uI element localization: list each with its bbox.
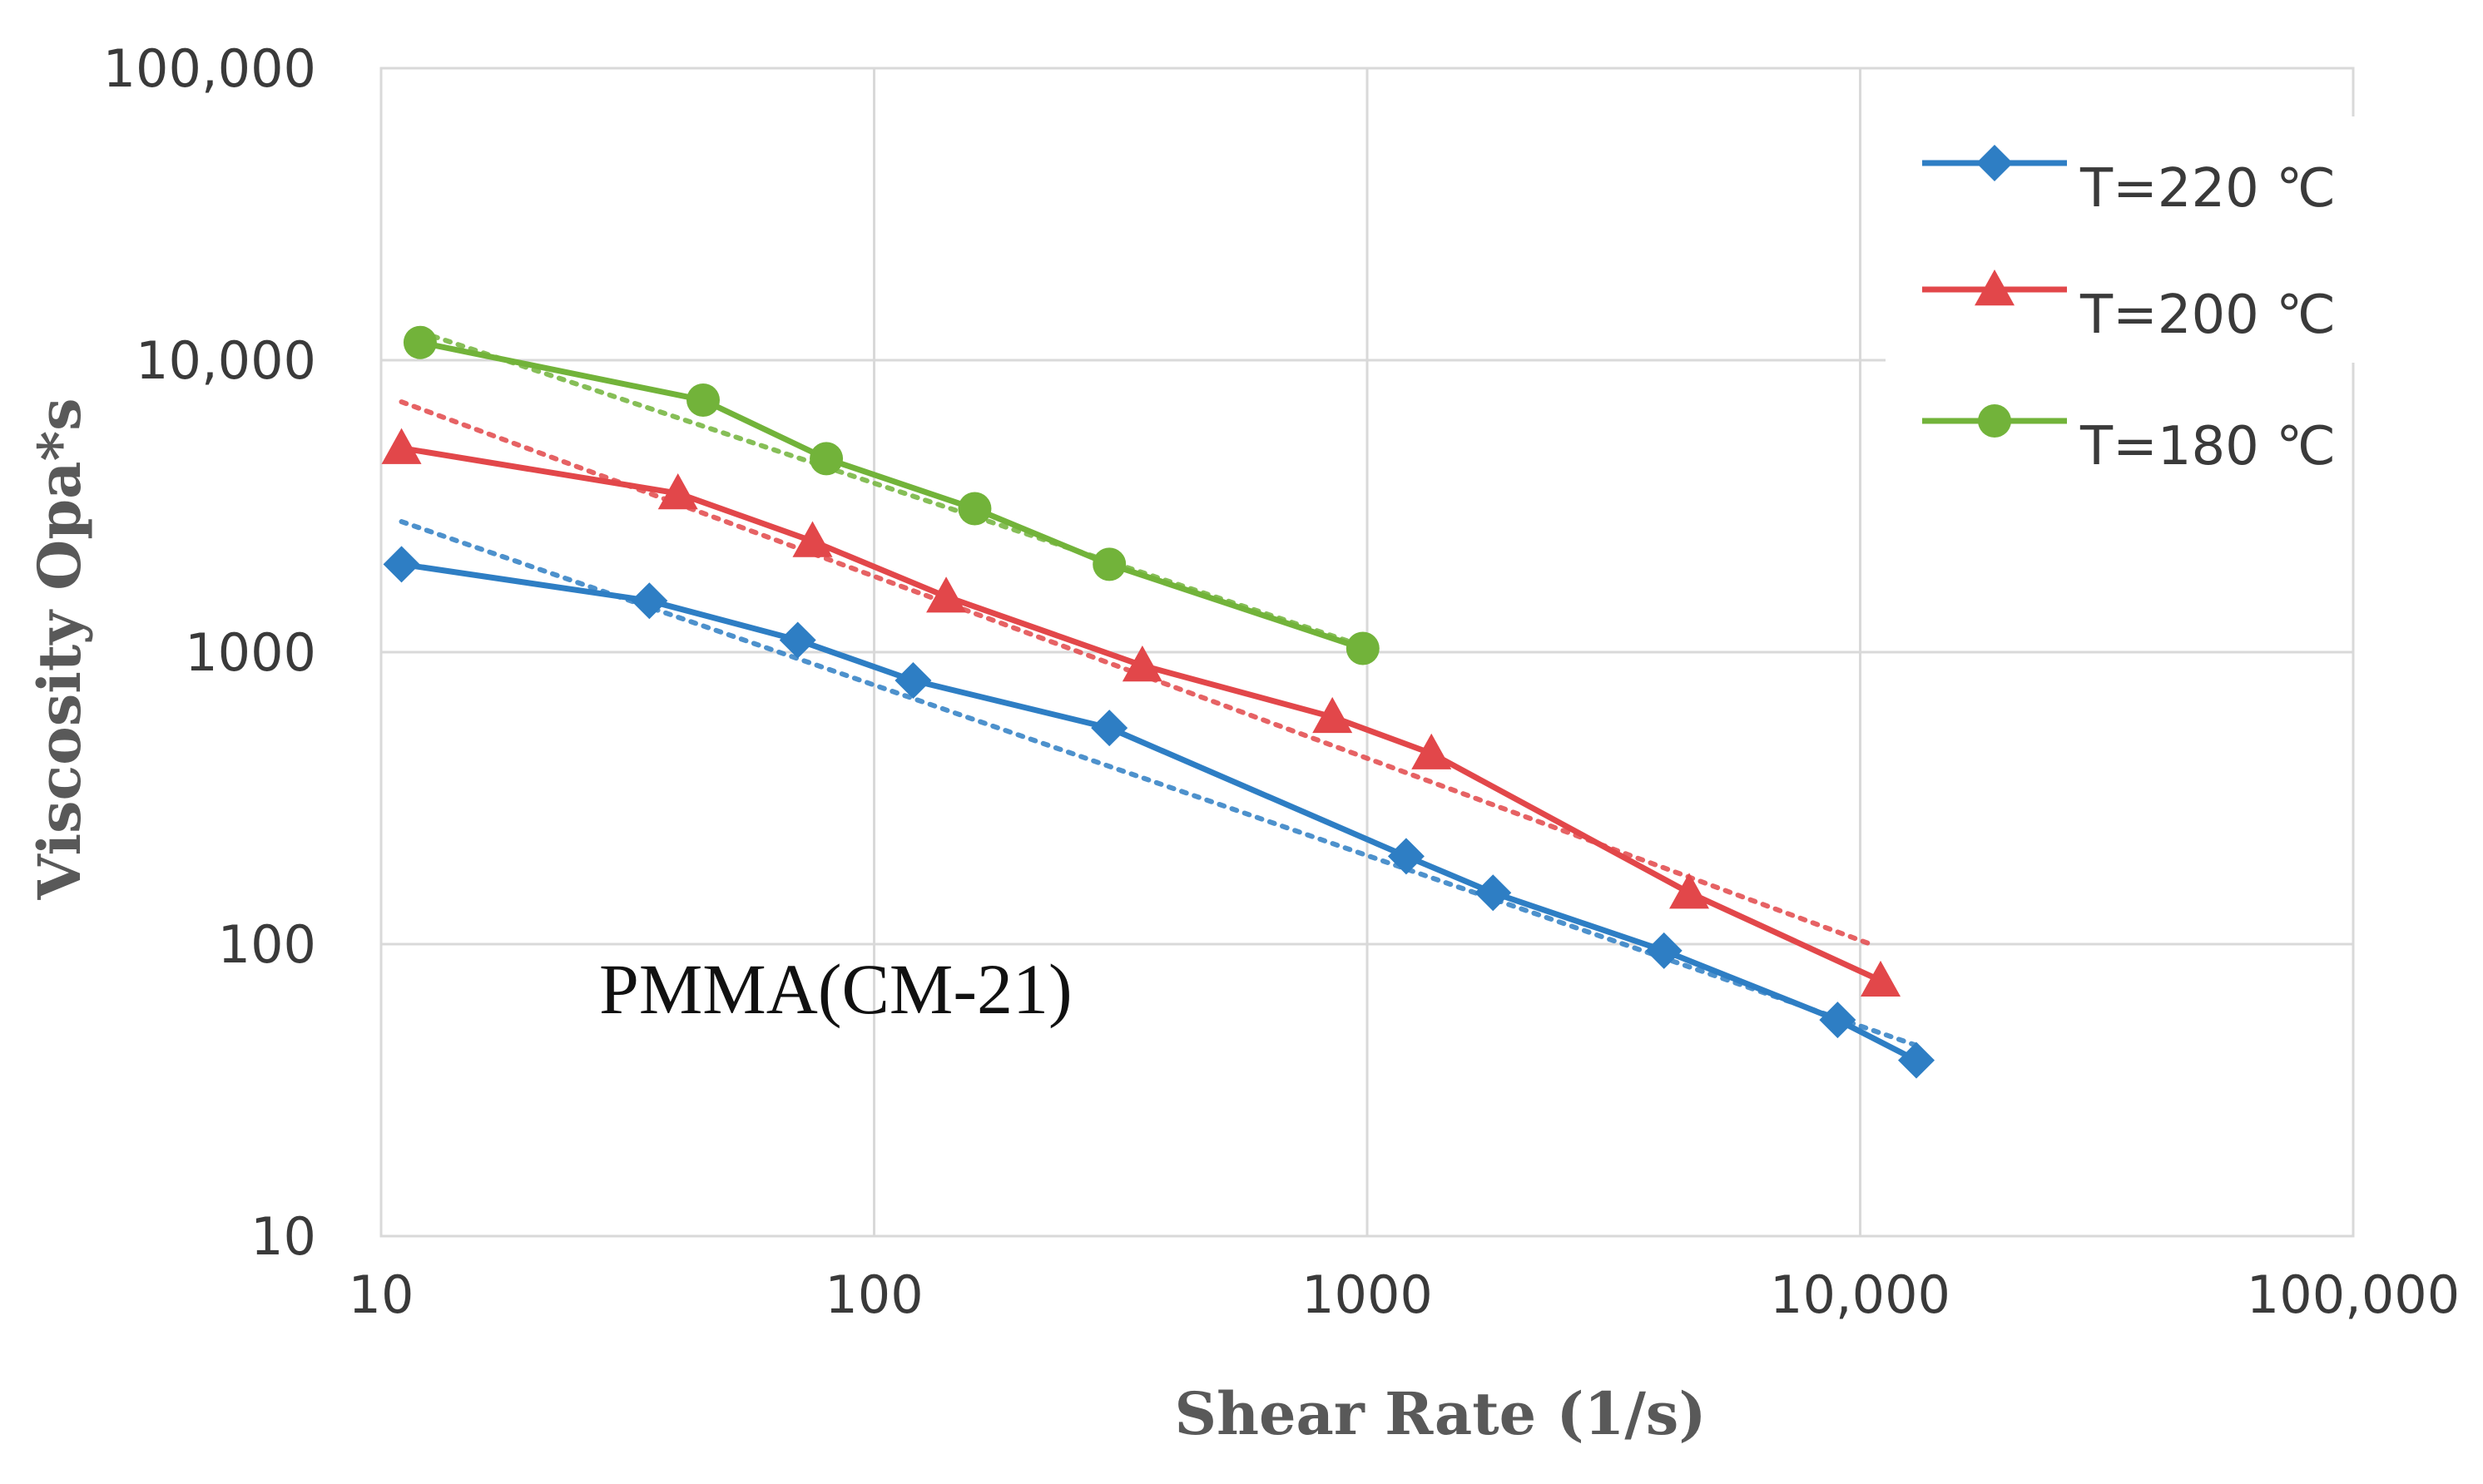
- data-point: [383, 546, 420, 583]
- data-point: [1346, 631, 1380, 665]
- legend-label: T=200 ℃: [2079, 284, 2336, 346]
- data-point: [1093, 547, 1127, 581]
- legend-marker: [1975, 270, 2015, 306]
- x-tick-label: 10,000: [1770, 1264, 1950, 1325]
- data-point: [792, 521, 833, 557]
- legend-label: T=180 ℃: [2079, 416, 2336, 477]
- data-series: [381, 325, 1935, 1079]
- y-tick-label: 10: [250, 1206, 316, 1267]
- data-point: [1645, 932, 1683, 969]
- plot-frame: [379, 67, 2355, 1238]
- plot-area-border: [379, 67, 2355, 1238]
- data-point: [1898, 1041, 1935, 1079]
- series-line: [400, 445, 1882, 984]
- data-point: [631, 582, 668, 620]
- data-point: [1474, 874, 1512, 912]
- series-line: [419, 339, 1364, 651]
- sample-annotation: PMMA(CM-21): [599, 949, 1073, 1029]
- legend-label: T=220 ℃: [2079, 158, 2336, 220]
- data-point: [1861, 960, 1901, 997]
- data-point: [1819, 1002, 1856, 1039]
- data-point: [1387, 838, 1425, 875]
- data-point: [403, 325, 437, 359]
- trendlines: [399, 329, 1920, 1048]
- x-axis-ticks: 10 100 1000 10,000 100,000: [349, 1264, 2461, 1325]
- y-tick-label: 10,000: [136, 330, 316, 391]
- data-point: [926, 576, 967, 613]
- data-point: [810, 442, 844, 476]
- data-point: [1411, 733, 1452, 769]
- x-axis-title: Shear Rate (1/s): [1175, 1379, 1707, 1448]
- data-point: [895, 662, 932, 700]
- y-tick-label: 100,000: [103, 38, 316, 99]
- x-tick-label: 100,000: [2247, 1264, 2460, 1325]
- x-tick-label: 100: [825, 1264, 923, 1325]
- y-tick-label: 1000: [185, 622, 316, 683]
- y-tick-label: 100: [218, 914, 316, 975]
- series-line: [401, 561, 1918, 1063]
- data-point: [1669, 873, 1710, 909]
- legend-marker: [1976, 145, 2013, 181]
- y-axis-title: Viscosity Opa*s: [25, 398, 94, 900]
- data-point: [779, 621, 816, 659]
- data-point: [381, 428, 422, 464]
- data-point: [958, 492, 992, 526]
- legend: T=220 ℃ T=200 ℃ T=180 ℃: [1886, 116, 2385, 477]
- x-tick-label: 10: [349, 1264, 414, 1325]
- legend-background: [1886, 116, 2385, 363]
- y-axis-ticks: 10 100 1000 10,000 100,000: [103, 38, 316, 1267]
- legend-marker: [1978, 404, 2011, 438]
- data-point: [1091, 710, 1128, 747]
- x-tick-label: 1000: [1301, 1264, 1433, 1325]
- data-point: [1312, 696, 1353, 734]
- data-point: [657, 473, 698, 510]
- data-point: [686, 383, 721, 417]
- data-point: [1122, 646, 1162, 682]
